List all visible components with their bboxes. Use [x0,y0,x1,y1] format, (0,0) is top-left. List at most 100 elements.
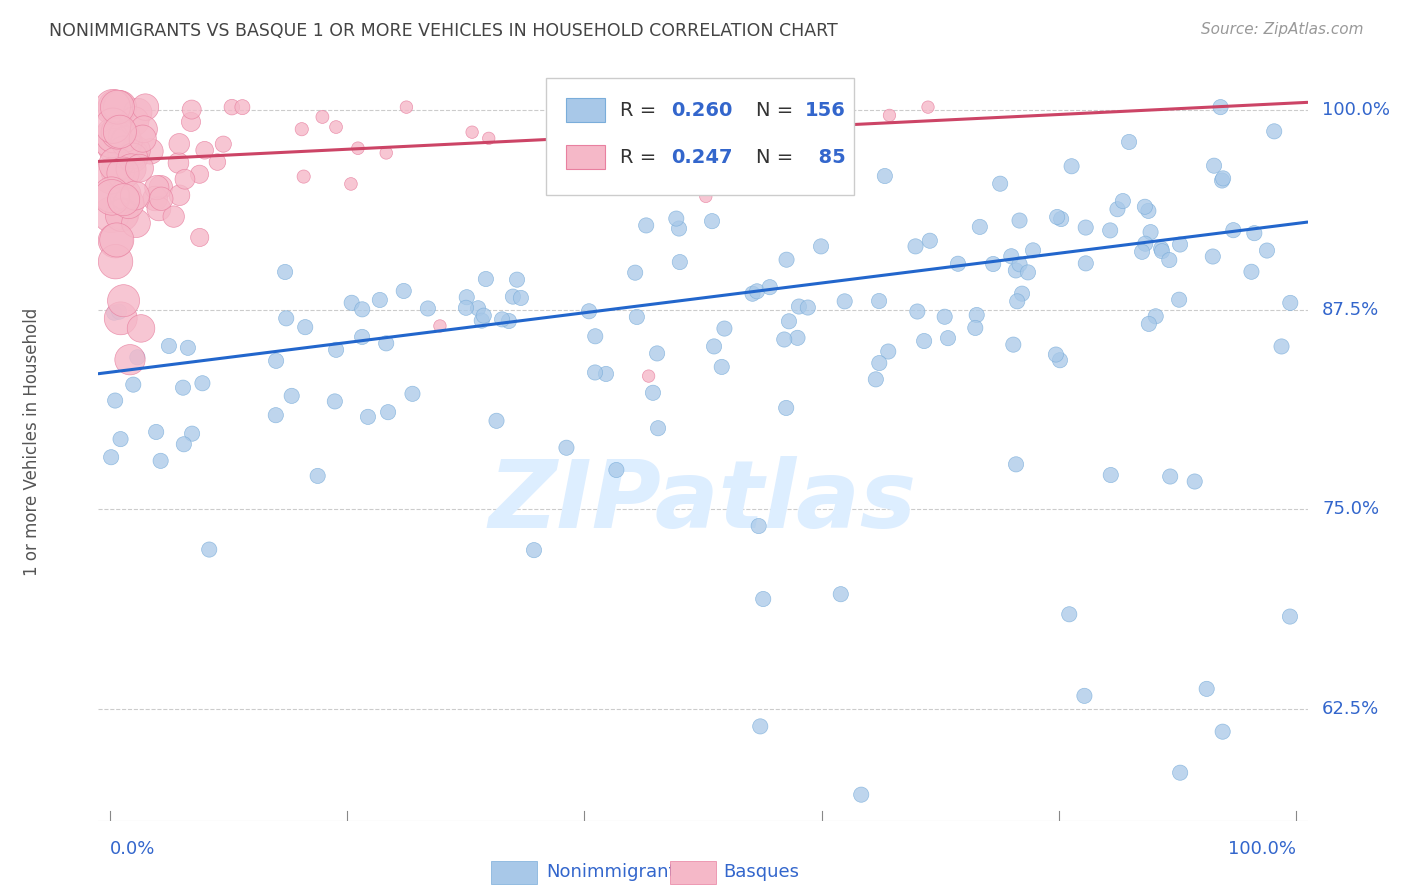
Point [125,216,148,230]
Point [112,129,135,144]
Point [291,122,314,136]
Point [352,302,374,317]
FancyBboxPatch shape [671,861,716,884]
Point [207,155,229,169]
Point [191,376,214,391]
Point [1046,210,1069,224]
Point [1017,265,1039,279]
Point [401,387,423,401]
Text: Nonimmigrants: Nonimmigrants [546,863,685,881]
Point [194,143,217,157]
Point [112,193,135,207]
Point [1212,724,1234,739]
Point [104,393,127,408]
Text: 75.0%: 75.0% [1322,500,1379,518]
Point [502,290,524,304]
Point [1130,244,1153,259]
Point [934,310,956,324]
Point [124,114,146,128]
Point [146,180,169,194]
Point [157,339,180,353]
Point [128,161,150,176]
Point [548,121,571,136]
Point [1005,263,1028,277]
Point [103,138,125,153]
Point [104,100,127,114]
Point [1139,225,1161,239]
Text: NONIMMIGRANTS VS BASQUE 1 OR MORE VEHICLES IN HOUSEHOLD CORRELATION CHART: NONIMMIGRANTS VS BASQUE 1 OR MORE VEHICL… [49,22,838,40]
Point [865,372,887,386]
Point [1278,609,1301,624]
Point [112,145,135,159]
Point [145,425,167,439]
Point [122,151,145,165]
Point [1099,468,1122,483]
Point [456,290,478,304]
Point [323,394,346,409]
Point [713,321,735,335]
Point [107,125,129,139]
Point [120,161,142,176]
Point [912,334,935,348]
Point [132,122,155,136]
Point [212,137,235,152]
Point [122,377,145,392]
Text: N =: N = [756,101,800,120]
Point [1060,159,1083,173]
Point [624,266,647,280]
Point [626,310,648,324]
Point [810,239,832,253]
Point [294,320,316,334]
Point [905,304,928,318]
Point [1045,347,1067,361]
Point [101,119,124,133]
Point [478,131,501,145]
Text: 100.0%: 100.0% [1322,102,1391,120]
Point [169,188,191,202]
Point [792,129,814,144]
Point [1263,124,1285,138]
Point [741,286,763,301]
Text: R =: R = [620,148,662,167]
Point [264,408,287,422]
Point [988,177,1011,191]
Point [491,312,513,326]
Point [1050,212,1073,227]
Point [127,351,149,365]
Point [595,367,617,381]
Point [111,208,134,222]
Point [114,187,136,202]
Point [122,147,145,161]
Point [100,169,122,183]
Point [103,306,125,320]
Point [188,230,211,244]
Text: 0.0%: 0.0% [110,839,156,858]
Point [143,191,166,205]
Text: 1 or more Vehicles in Household: 1 or more Vehicles in Household [22,308,41,575]
Point [131,131,153,145]
Point [1159,469,1181,483]
Point [340,177,363,191]
Point [1150,242,1173,256]
Point [107,164,129,178]
Point [134,100,156,114]
Point [936,331,959,345]
Point [103,128,125,143]
Point [110,432,132,446]
Point [1184,475,1206,489]
Point [1279,296,1302,310]
Point [664,100,686,114]
Point [101,190,124,204]
Point [786,331,808,345]
Text: 100.0%: 100.0% [1227,839,1296,858]
Point [100,208,122,222]
Point [149,454,172,468]
Point [1074,256,1097,270]
Point [276,311,298,326]
Point [695,189,717,203]
Point [100,187,122,202]
Point [1074,220,1097,235]
Point [1243,226,1265,240]
Point [101,100,124,114]
Point [471,313,494,327]
